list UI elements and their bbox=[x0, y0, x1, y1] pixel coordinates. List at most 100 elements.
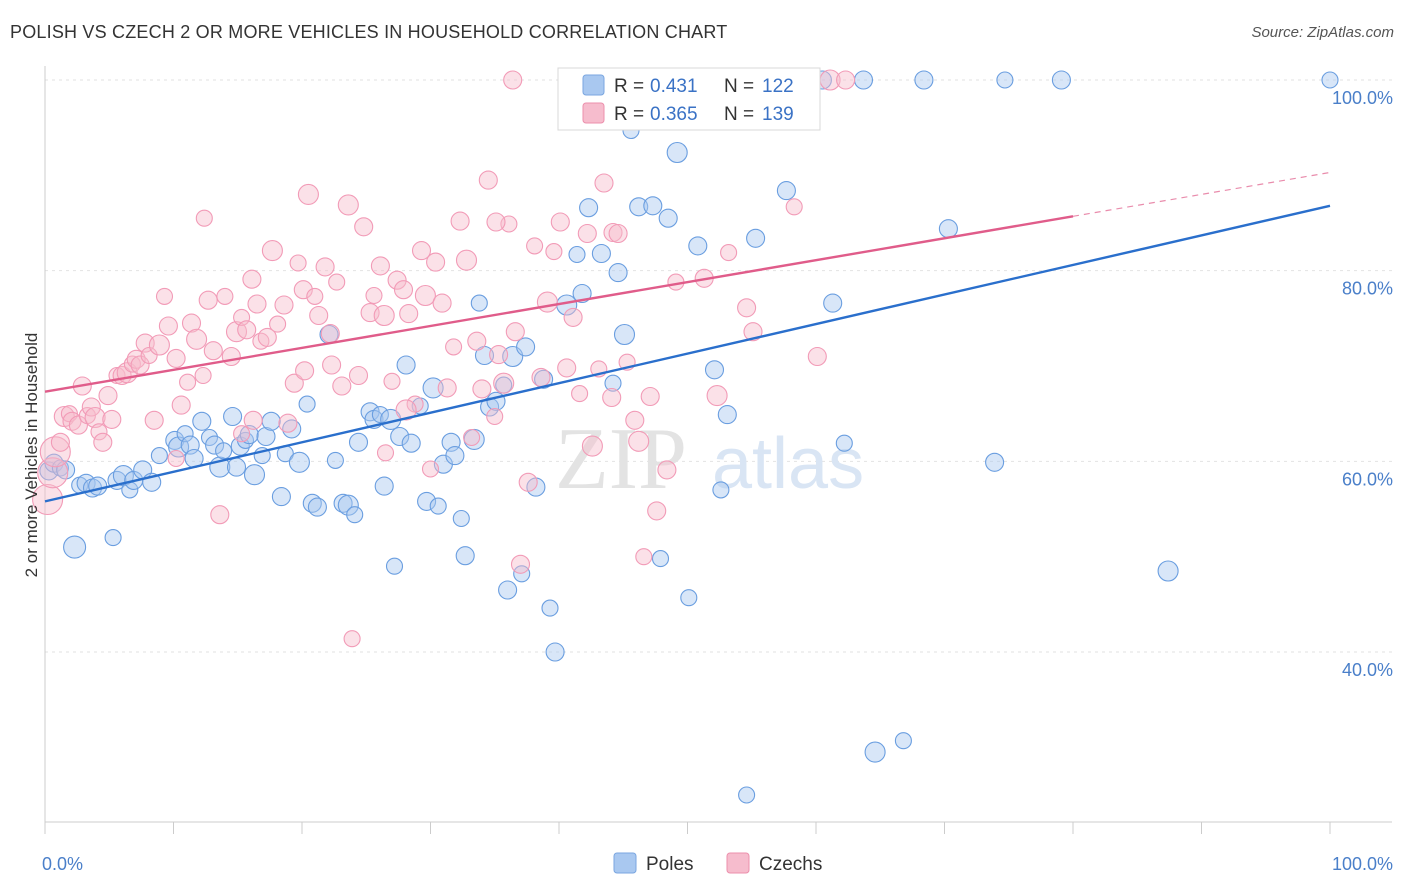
legend-n-label: N = bbox=[724, 76, 754, 97]
poles-point bbox=[894, 732, 912, 750]
poles-point bbox=[282, 419, 302, 439]
poles-point bbox=[256, 426, 276, 447]
poles-point bbox=[608, 263, 628, 283]
poles-point bbox=[371, 406, 389, 424]
czechs-point bbox=[195, 209, 213, 227]
poles-point bbox=[346, 506, 364, 524]
czechs-point bbox=[478, 170, 498, 190]
poles-point bbox=[88, 476, 108, 496]
czechs-point bbox=[37, 457, 69, 489]
poles-point bbox=[337, 494, 359, 516]
poles-point bbox=[704, 360, 725, 380]
poles-point bbox=[298, 395, 316, 413]
legend-n-value-poles: 122 bbox=[762, 76, 794, 97]
czechs-point bbox=[437, 378, 457, 398]
source-credit: Source: ZipAtlas.com bbox=[1251, 24, 1394, 41]
poles-point bbox=[738, 786, 756, 804]
poles-point bbox=[390, 426, 410, 447]
czechs-point bbox=[737, 298, 757, 318]
poles-point bbox=[516, 337, 536, 357]
poles-point bbox=[445, 446, 465, 466]
czechs-point bbox=[467, 331, 487, 351]
poles-point bbox=[864, 741, 886, 763]
czechs-point bbox=[785, 198, 803, 216]
czechs-point bbox=[602, 387, 622, 408]
legend-r-value-czechs: 0.365 bbox=[650, 104, 698, 125]
czechs-point bbox=[628, 430, 650, 452]
czechs-point bbox=[32, 483, 64, 516]
poles-point bbox=[302, 493, 322, 513]
czechs-point bbox=[221, 346, 241, 367]
poles-point bbox=[176, 425, 194, 443]
tick-labels: 100.0% 80.0% 60.0% 40.0% 0.0% 100.0% bbox=[42, 88, 1393, 874]
poles-point bbox=[823, 293, 843, 313]
bottom-legend-label-poles: Poles bbox=[646, 854, 694, 875]
czechs-point bbox=[237, 320, 257, 340]
czechs-point bbox=[203, 341, 223, 361]
czechs-point bbox=[257, 327, 277, 347]
poles-point bbox=[374, 476, 394, 496]
czechs-point bbox=[354, 217, 374, 237]
czechs-point bbox=[395, 399, 417, 421]
poles-point bbox=[261, 411, 281, 431]
czechs-point bbox=[210, 505, 230, 525]
czechs-point bbox=[414, 284, 436, 307]
czechs-trend-extension bbox=[1072, 171, 1331, 217]
poles-point bbox=[470, 294, 488, 312]
legend-r-value-poles: 0.431 bbox=[650, 76, 698, 97]
poles-point bbox=[348, 432, 369, 452]
bottom-legend: Poles Czechs bbox=[613, 852, 822, 875]
czechs-point bbox=[98, 386, 118, 406]
poles-point bbox=[192, 411, 212, 431]
legend-r-label: R = bbox=[614, 76, 644, 97]
czechs-point bbox=[216, 287, 234, 305]
czechs-point bbox=[635, 548, 653, 566]
czechs-point bbox=[518, 472, 538, 492]
czechs-point bbox=[328, 273, 346, 291]
poles-point bbox=[545, 642, 565, 662]
czechs-point bbox=[505, 322, 525, 342]
czechs-point bbox=[179, 373, 197, 391]
czechs-point bbox=[252, 332, 270, 350]
bottom-legend-swatch-czechs bbox=[726, 852, 750, 874]
czechs-point bbox=[383, 372, 401, 390]
czechs-point bbox=[39, 436, 71, 468]
poles-point bbox=[688, 236, 708, 256]
poles-point bbox=[1051, 70, 1071, 90]
czechs-point bbox=[337, 194, 359, 216]
poles-point bbox=[680, 589, 698, 607]
poles-point bbox=[104, 529, 122, 547]
czechs-point bbox=[373, 304, 395, 327]
legend-swatch-czechs bbox=[582, 102, 605, 124]
czechs-point bbox=[743, 322, 763, 342]
poles-point bbox=[396, 355, 416, 375]
poles-point bbox=[629, 197, 649, 217]
czechs-point bbox=[526, 237, 544, 255]
poles-point bbox=[853, 70, 874, 90]
poles-point bbox=[288, 451, 310, 473]
czechs-point bbox=[455, 249, 478, 271]
legend-n-value-czechs: 139 bbox=[762, 104, 794, 125]
legend-r-label: R = bbox=[614, 104, 644, 125]
poles-point bbox=[452, 509, 470, 528]
axes bbox=[44, 66, 1392, 834]
poles-point bbox=[455, 546, 475, 566]
czechs-point bbox=[295, 361, 315, 381]
czechs-point bbox=[625, 410, 645, 430]
poles-point bbox=[205, 435, 225, 455]
czechs-point bbox=[274, 295, 294, 315]
czechs-point bbox=[198, 290, 218, 310]
chart-title: POLISH VS CZECH 2 OR MORE VEHICLES IN HO… bbox=[10, 22, 728, 42]
czechs-point bbox=[158, 316, 178, 336]
top-legend: R = 0.431 N = 122 R = 0.365 N = 139 bbox=[557, 67, 821, 131]
poles-point bbox=[1157, 560, 1179, 582]
czechs-point bbox=[836, 70, 856, 90]
czechs-point bbox=[322, 355, 342, 375]
poles-point bbox=[534, 369, 554, 389]
watermark-zip: ZIP bbox=[555, 411, 687, 508]
czechs-point bbox=[90, 423, 108, 441]
czechs-point bbox=[463, 428, 481, 447]
poles-point bbox=[165, 430, 185, 450]
czechs-point bbox=[370, 256, 390, 276]
